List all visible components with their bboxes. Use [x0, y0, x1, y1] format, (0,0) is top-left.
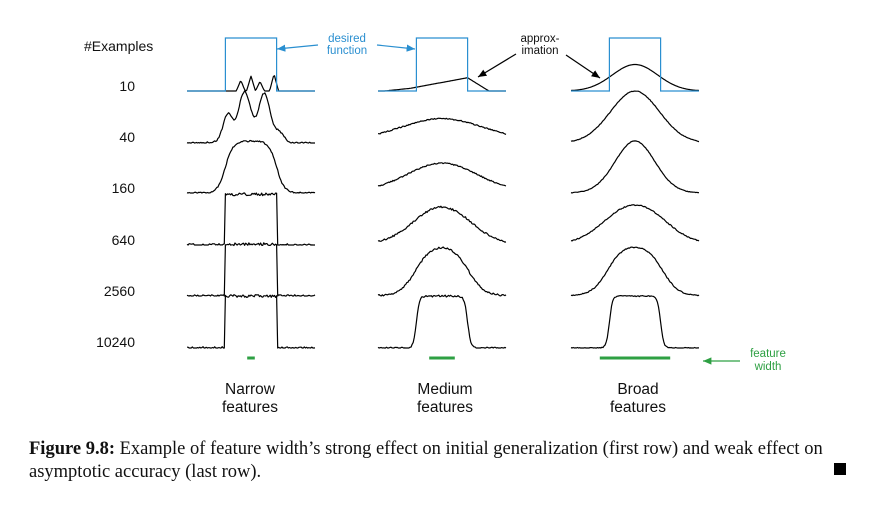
- desired-function-label-line2: function: [327, 45, 367, 57]
- column-label-narrow-line2: features: [222, 399, 278, 416]
- approximation-curve-medium-2560: [378, 247, 506, 296]
- examples-header: #Examples: [84, 38, 153, 54]
- approximation-curve-narrow-160: [187, 141, 315, 194]
- approximation-curve-broad-10240: [571, 296, 699, 348]
- desired-function-label-line1: desired: [328, 33, 366, 45]
- approximation-curve-narrow-10: [187, 76, 315, 91]
- approximation-curve-medium-640: [378, 206, 506, 242]
- row-label-40: 40: [119, 129, 135, 145]
- end-of-example-mark: [834, 463, 846, 475]
- column-label-medium-line2: features: [417, 399, 473, 416]
- approximation-arrow-left: [478, 54, 516, 77]
- feature-width-label-line1: feature: [750, 348, 786, 360]
- approximation-arrow-right: [566, 55, 600, 78]
- column-label-narrow-line1: Narrow: [225, 381, 276, 398]
- feature-width-label-line2: width: [754, 361, 782, 373]
- approximation-curve-broad-640: [571, 205, 699, 241]
- approximation-label-line1: approx-: [521, 33, 560, 45]
- approximation-label-line2: imation: [521, 45, 558, 57]
- row-label-160: 160: [112, 180, 136, 196]
- approximation-curve-broad-10: [571, 65, 699, 91]
- row-label-2560: 2560: [104, 283, 135, 299]
- approximation-curve-narrow-10240: [187, 295, 315, 348]
- approximation-curve-broad-40: [571, 91, 699, 142]
- approximation-curve-narrow-640: [187, 193, 315, 245]
- plot-grid: [187, 38, 699, 358]
- approximation-curve-narrow-2560: [187, 243, 315, 296]
- caption-text: Example of feature width’s strong effect…: [29, 439, 823, 482]
- row-label-10: 10: [119, 78, 135, 94]
- approximation-curve-medium-160: [378, 163, 506, 186]
- desired-arrow-right: [377, 45, 415, 49]
- column-label-broad-line2: features: [610, 399, 666, 416]
- column-label-broad-line1: Broad: [617, 381, 658, 398]
- row-label-640: 640: [112, 232, 136, 248]
- approximation-curve-broad-160: [571, 141, 699, 193]
- approximation-curve-medium-40: [378, 118, 506, 134]
- approximation-curve-medium-10240: [378, 295, 506, 348]
- row-labels: 10 40 160 640 2560 10240: [96, 78, 135, 350]
- column-label-medium-line1: Medium: [417, 381, 472, 398]
- approximation-curve-narrow-40: [187, 91, 315, 143]
- figure-caption: Figure 9.8: Example of feature width’s s…: [29, 438, 851, 484]
- caption-label: Figure 9.8:: [29, 439, 115, 459]
- desired-arrow-left: [277, 45, 318, 49]
- row-label-10240: 10240: [96, 334, 135, 350]
- approximation-curve-medium-10: [378, 78, 506, 91]
- desired-function-narrow: [187, 38, 315, 91]
- approximation-curve-broad-2560: [571, 247, 699, 296]
